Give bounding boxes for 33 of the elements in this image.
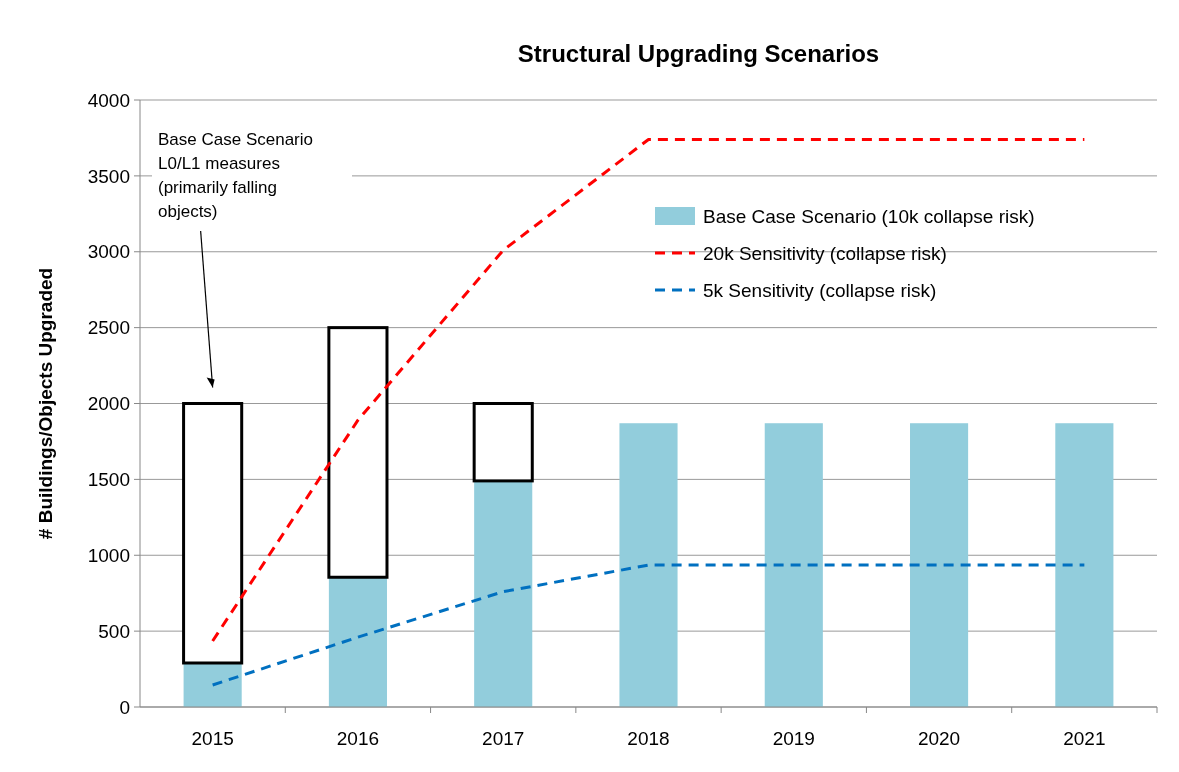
bar — [764, 423, 823, 707]
x-tick-label: 2015 — [191, 728, 234, 749]
y-tick-label: 2500 — [87, 317, 130, 339]
y-tick-label: 2000 — [87, 393, 130, 415]
x-tick-label: 2016 — [336, 728, 380, 749]
bar — [472, 402, 534, 483]
y-tick-label: 1000 — [87, 544, 130, 566]
x-tick-label: 2021 — [1063, 728, 1106, 749]
chart-title: Structural Upgrading Scenarios — [517, 40, 880, 67]
legend-label: Base Case Scenario (10k collapse risk) — [703, 205, 1035, 227]
annotation: Base Case Scenario L0/L1 measures (primarily falling objects) — [158, 130, 313, 221]
bar — [474, 480, 533, 707]
y-tick-label: 1500 — [87, 469, 130, 491]
y-tick-label: 4000 — [87, 89, 130, 111]
legend-label: 20k Sensitivity (collapse risk) — [703, 242, 947, 264]
x-tick-label: 2019 — [772, 728, 815, 749]
x-tick-label: 2018 — [627, 728, 670, 749]
x-tick-label: 2017 — [482, 728, 525, 749]
bar — [328, 577, 387, 707]
x-tick-label: 2020 — [917, 728, 961, 749]
bar — [183, 662, 242, 707]
y-tick-label: 3000 — [87, 241, 130, 263]
bar — [182, 402, 244, 665]
bar — [327, 326, 389, 579]
line-series — [211, 563, 1086, 687]
y-tick-label: 3500 — [87, 165, 130, 187]
y-tick-label: 500 — [98, 620, 130, 642]
legend-label: 5k Sensitivity (collapse risk) — [703, 279, 937, 301]
bar — [619, 423, 678, 707]
bar — [910, 423, 969, 707]
y-tick-label: 0 — [119, 696, 130, 718]
y-axis-title: # Buildings/Objects Upgraded — [35, 267, 56, 540]
bar — [1055, 423, 1114, 707]
